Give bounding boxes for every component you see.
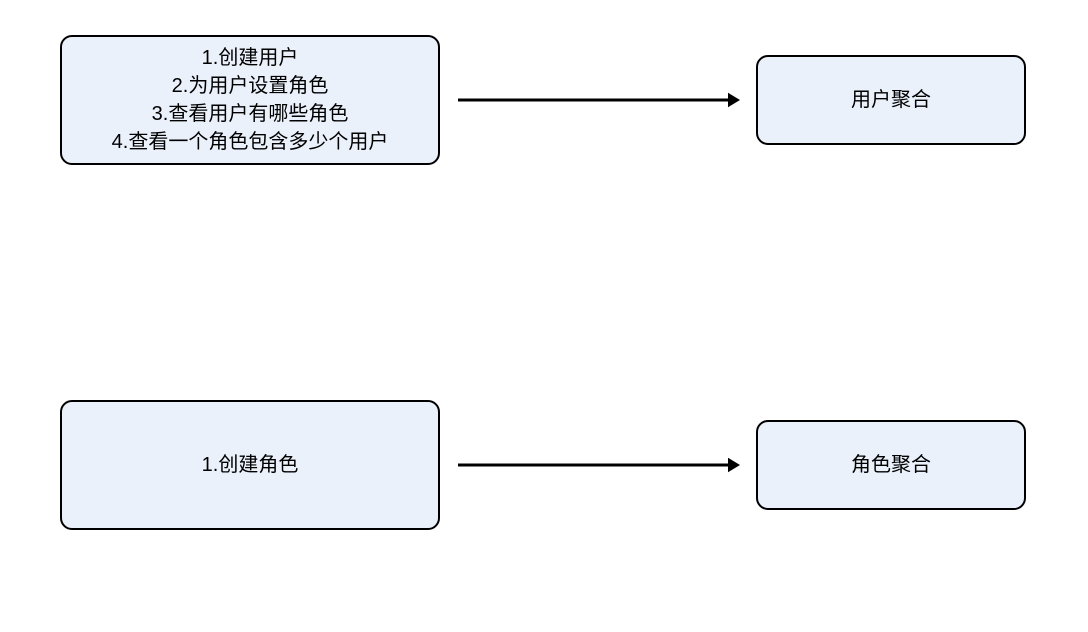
node-text-line: 1.创建用户 (202, 44, 299, 72)
node-text-line: 4.查看一个角色包含多少个用户 (112, 128, 389, 156)
node-role-aggregate: 角色聚合 (756, 420, 1026, 510)
arrowhead-icon (728, 458, 740, 472)
node-user-aggregate: 用户聚合 (756, 55, 1026, 145)
node-text-line: 1.创建角色 (202, 451, 299, 479)
node-text-line: 3.查看用户有哪些角色 (152, 100, 349, 128)
node-user-actions: 1.创建用户 2.为用户设置角色 3.查看用户有哪些角色 4.查看一个角色包含多… (60, 35, 440, 165)
node-text-line: 2.为用户设置角色 (172, 72, 329, 100)
node-text-line: 角色聚合 (851, 451, 931, 479)
node-text-line: 用户聚合 (851, 86, 931, 114)
arrowhead-icon (728, 93, 740, 107)
node-role-actions: 1.创建角色 (60, 400, 440, 530)
